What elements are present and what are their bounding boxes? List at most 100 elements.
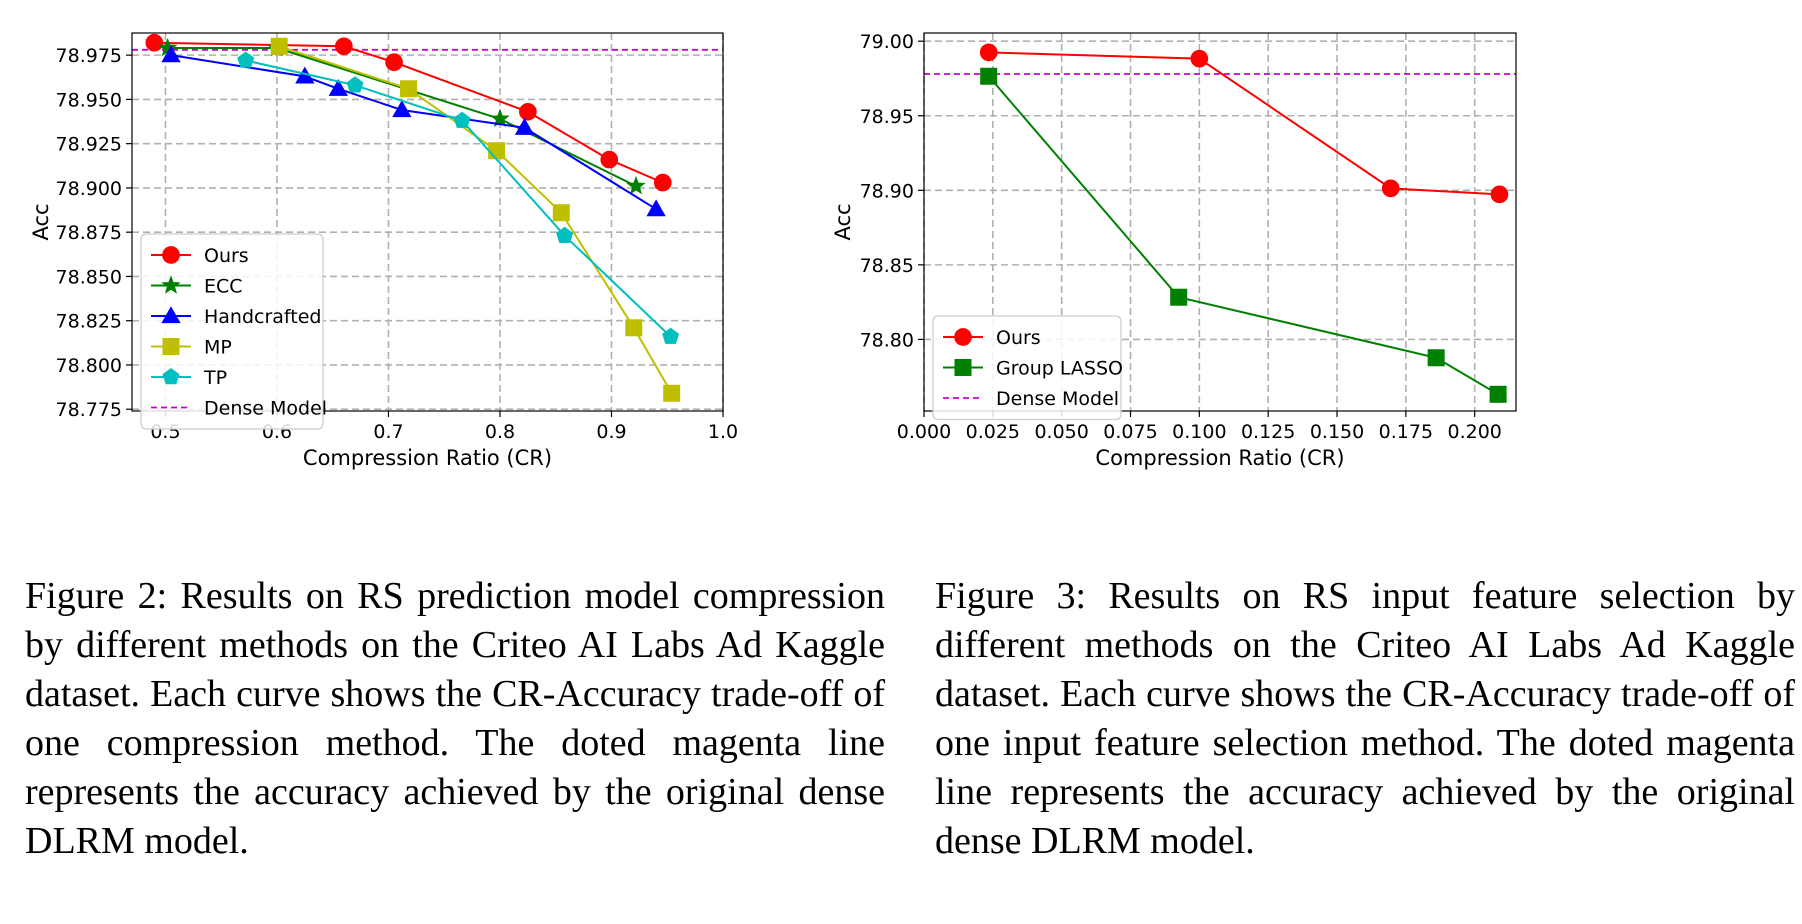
x-tick-label: 0.8 [485,421,515,443]
series-line-ecc [167,47,637,188]
data-point-mp [488,142,506,160]
x-tick-label: 0.125 [1241,421,1295,443]
legend-item-mp: MP [151,337,232,359]
data-point-ours [979,43,998,62]
series-line-ours [154,41,664,184]
data-point-ours [600,150,619,169]
series-tp [237,51,680,344]
legend-marker [162,368,180,385]
y-tick-label: 78.925 [56,134,122,156]
figure-2-caption: Figure 2: Results on RS prediction model… [25,575,885,862]
data-point-group-lasso [1489,385,1507,403]
legend-label: TP [203,367,227,389]
data-point-mp [270,37,288,55]
legend-label: Dense Model [204,398,327,420]
legend-label: Handcrafted [204,306,322,328]
legend-marker [161,306,181,324]
y-tick-label: 78.900 [56,178,122,200]
y-tick-label: 78.95 [860,106,914,128]
data-point-ours [1490,185,1509,204]
legend-box [140,233,324,430]
y-tick-label: 78.975 [56,45,122,67]
data-point-ecc [490,108,510,128]
legend-label: Ours [996,327,1041,349]
data-point-ours [519,102,537,121]
y-tick-label: 78.950 [56,89,122,111]
legend-item-dense-model: Dense Model [943,388,1119,410]
legend-label: ECC [204,276,243,298]
legend-marker [161,275,181,294]
y-tick-label: 78.825 [56,311,122,333]
legend-item-group-lasso: Group LASSO [943,358,1123,380]
data-point-mp [663,384,681,402]
data-point-tp [237,51,255,68]
x-axis-label: Compression Ratio (CR) [1095,446,1344,470]
x-tick-label: 0.9 [596,421,626,443]
x-tick-label: 0.100 [1172,421,1226,443]
x-tick-label: 0.7 [373,421,403,443]
data-point-handcrafted [392,100,412,118]
data-point-handcrafted [161,45,181,63]
chart-compression: 0.5 0.6 0.7 0.8 0.9 1.078.77578.80078.82578.8… [29,32,738,470]
data-point-handcrafted [514,117,535,135]
x-tick-label: 0.050 [1034,421,1088,443]
x-tick-label: 0.200 [1447,421,1501,443]
y-tick-label: 78.850 [56,266,122,288]
series-group-lasso [980,67,1507,403]
x-tick-label: 0.025 [966,421,1020,443]
series-handcrafted [161,45,666,217]
y-tick-label: 78.875 [56,222,122,244]
data-point-handcrafted [646,199,666,217]
legend-item-tp: TP [151,367,227,389]
data-point-tp [556,226,574,243]
x-tick-label: 1.0 [708,421,738,443]
y-tick-label: 78.85 [860,255,914,277]
data-point-ours [385,53,403,72]
legend: Ours Group LASSO Dense Model [932,315,1123,421]
data-point-ours [1190,49,1209,68]
data-point-ours [335,37,353,56]
data-point-group-lasso [980,67,998,85]
series-ours [145,33,672,192]
plot-frame [923,32,1517,412]
data-point-ours [1381,179,1400,198]
data-point-tp [662,327,680,344]
plot-frame [131,32,724,412]
series-ours [979,43,1509,204]
data-point-tp [346,76,364,93]
legend-marker [162,246,180,264]
y-tick-label: 78.775 [56,399,122,421]
x-tick-label: 0.075 [1103,421,1157,443]
data-point-group-lasso [1427,349,1445,367]
x-tick-label: 0.150 [1310,421,1364,443]
legend-label: Dense Model [996,388,1119,410]
data-point-mp [400,80,418,98]
legend-item-ours: Ours [943,327,1041,349]
legend: Ours ECC Handcrafted MP TP Dense Model [140,233,327,430]
series-mp [270,37,681,402]
x-axis-label: Compression Ratio (CR) [303,446,552,470]
legend-label: Ours [204,245,249,267]
legend-label: Group LASSO [996,358,1123,380]
legend-marker [162,338,180,355]
legend-item-dense-model: Dense Model [151,398,327,420]
series-line-mp [278,45,673,394]
data-point-ours [653,173,672,192]
y-tick-label: 78.800 [56,355,122,377]
data-point-mp [625,319,643,337]
y-tick-label: 78.90 [860,180,914,202]
legend-marker [954,328,972,346]
figure-3-caption: Figure 3: Results on RS input feature se… [935,575,1795,862]
series-line-ours [988,51,1500,196]
series-line-group-lasso [987,75,1499,396]
legend-item-handcrafted: Handcrafted [151,306,322,328]
chart-feature-selection: 0.000 0.025 0.050 0.075 0.100 0.125 0.150 0.175… [831,31,1517,470]
y-tick-label: 79.00 [860,31,914,53]
data-point-ecc [626,175,646,195]
legend-box [932,315,1122,421]
series-line-handcrafted [170,54,657,211]
x-tick-label: 0.000 [897,421,951,443]
y-axis-label: Acc [29,203,53,240]
legend-label: MP [204,337,232,359]
data-point-group-lasso [1170,288,1188,306]
